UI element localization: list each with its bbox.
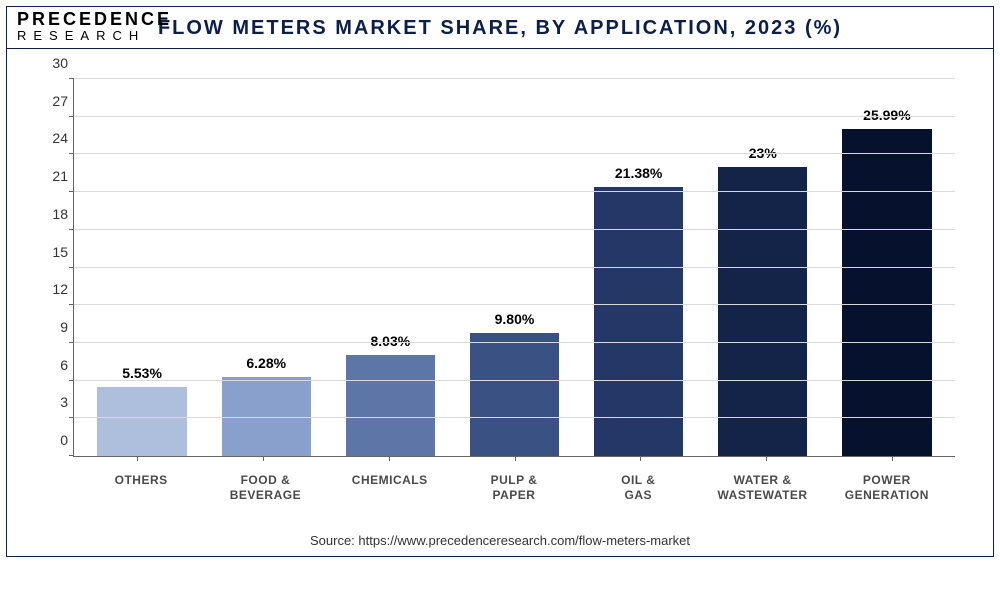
- gridline: [74, 267, 955, 268]
- bar-value-label: 6.28%: [246, 355, 286, 371]
- x-categories: OTHERSFOOD &BEVERAGECHEMICALSPULP &PAPER…: [73, 465, 955, 521]
- x-category-label: POWER GENERATION: [825, 465, 949, 521]
- gridline: [74, 417, 955, 418]
- bar: 21.38%: [594, 187, 683, 456]
- bars-container: 5.53% 6.28% 8.03% 9.80% 21.38% 23% 25.99%: [74, 79, 955, 456]
- y-tick: [69, 380, 74, 381]
- x-category-label: FOOD &BEVERAGE: [203, 465, 327, 521]
- brand-logo-line2: RESEARCH: [17, 30, 157, 42]
- y-tick-label: 9: [38, 319, 68, 335]
- y-tick-label: 12: [38, 281, 68, 297]
- x-category-label: PULP &PAPER: [452, 465, 576, 521]
- y-tick-label: 15: [38, 244, 68, 260]
- x-tick: [640, 456, 641, 461]
- bar-slot: 5.53%: [80, 79, 204, 456]
- y-tick: [69, 229, 74, 230]
- bar: 9.80%: [470, 333, 559, 456]
- x-category-label: WATER &WASTEWATER: [700, 465, 824, 521]
- bar: 25.99%: [842, 129, 931, 456]
- y-tick: [69, 116, 74, 117]
- plot-area: 5.53%6.28%8.03%9.80%21.38%23%25.99% 0369…: [73, 79, 955, 457]
- bar-slot: 8.03%: [328, 79, 452, 456]
- y-tick-label: 0: [38, 432, 68, 448]
- bar-slot: 9.80%: [452, 79, 576, 456]
- bar: 5.53%: [97, 387, 186, 456]
- y-tick-label: 18: [38, 206, 68, 222]
- x-tick: [137, 456, 138, 461]
- y-tick: [69, 304, 74, 305]
- y-tick: [69, 78, 74, 79]
- y-tick-label: 30: [38, 55, 68, 71]
- y-tick-label: 27: [38, 93, 68, 109]
- bar: 8.03%: [346, 355, 435, 456]
- brand-logo: PRECEDENCE RESEARCH: [17, 11, 157, 42]
- x-category-label: OIL &GAS: [576, 465, 700, 521]
- y-tick-label: 24: [38, 130, 68, 146]
- bar: 23%: [718, 167, 807, 456]
- title-bar: PRECEDENCE RESEARCH FLOW METERS MARKET S…: [7, 7, 993, 49]
- chart: 5.53% 6.28% 8.03% 9.80% 21.38% 23% 25.99% 0 3 6 9…: [25, 71, 975, 521]
- y-tick: [69, 153, 74, 154]
- bar-slot: 21.38%: [577, 79, 701, 456]
- chart-card: PRECEDENCE RESEARCH FLOW METERS MARKET S…: [6, 6, 994, 557]
- source-line: Source: https://www.precedenceresearch.c…: [7, 529, 993, 556]
- y-tick-label: 6: [38, 357, 68, 373]
- bar-slot: 23%: [701, 79, 825, 456]
- x-category-label: CHEMICALS: [328, 465, 452, 521]
- gridline: [74, 342, 955, 343]
- gridline: [74, 304, 955, 305]
- bar-value-label: 5.53%: [122, 365, 162, 381]
- bar-value-label: 9.80%: [495, 311, 535, 327]
- brand-logo-line1: PRECEDENCE: [17, 11, 157, 28]
- y-tick-label: 21: [38, 168, 68, 184]
- gridline: [74, 380, 955, 381]
- y-tick: [69, 342, 74, 343]
- x-tick: [515, 456, 516, 461]
- x-tick: [766, 456, 767, 461]
- gridline: [74, 229, 955, 230]
- bar-value-label: 21.38%: [615, 165, 662, 181]
- y-tick-label: 3: [38, 394, 68, 410]
- x-tick: [892, 456, 893, 461]
- x-category-label: OTHERS: [79, 465, 203, 521]
- y-tick: [69, 455, 74, 456]
- y-tick: [69, 267, 74, 268]
- gridline: [74, 78, 955, 79]
- x-tick: [389, 456, 390, 461]
- x-tick: [263, 456, 264, 461]
- gridline: [74, 191, 955, 192]
- chart-wrap: 5.53% 6.28% 8.03% 9.80% 21.38% 23% 25.99% 0 3 6 9…: [7, 49, 993, 529]
- y-tick: [69, 191, 74, 192]
- y-tick: [69, 417, 74, 418]
- gridline: [74, 153, 955, 154]
- gridline: [74, 116, 955, 117]
- bar-slot: 25.99%: [825, 79, 949, 456]
- bar-slot: 6.28%: [204, 79, 328, 456]
